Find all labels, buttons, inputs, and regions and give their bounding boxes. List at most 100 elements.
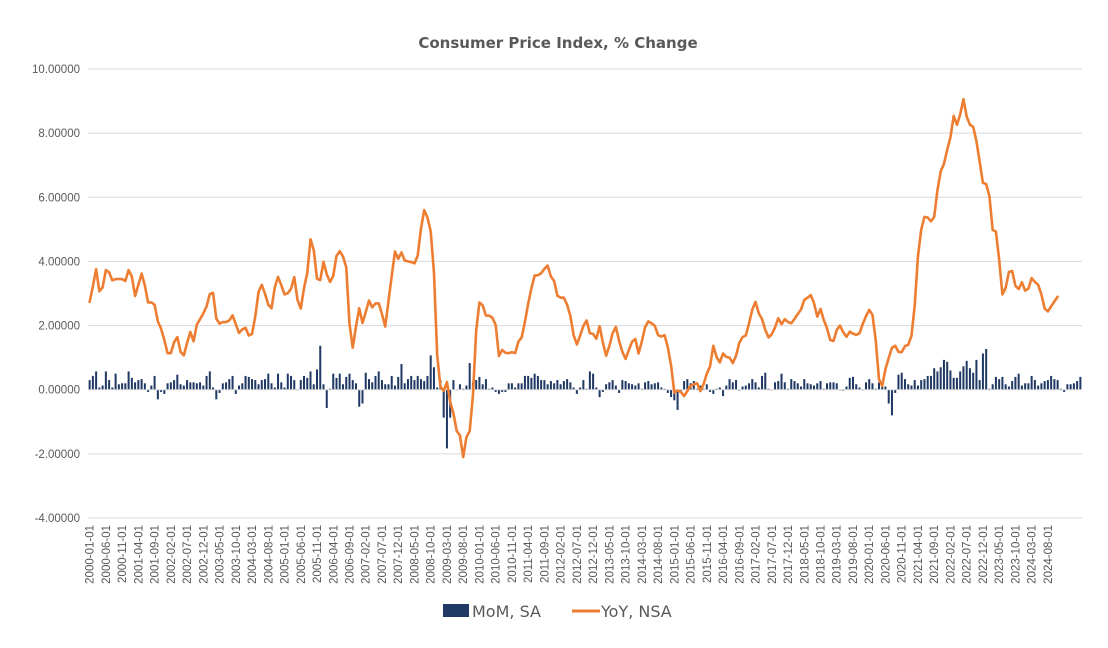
- mom-bar: [166, 383, 169, 390]
- mom-bar: [764, 372, 767, 390]
- mom-bar: [829, 382, 832, 390]
- mom-bar: [468, 363, 471, 390]
- mom-bar: [410, 375, 413, 390]
- mom-bar: [273, 387, 276, 390]
- mom-bar: [566, 379, 569, 390]
- x-tick-label: 2021-09-01: [929, 525, 941, 584]
- yoy-line-series: [88, 97, 1059, 459]
- mom-bar: [1053, 379, 1056, 390]
- mom-bar: [634, 385, 637, 390]
- mom-bar: [332, 373, 335, 390]
- mom-bar: [228, 379, 231, 390]
- mom-bar: [169, 382, 172, 390]
- mom-bar: [98, 387, 101, 390]
- mom-bar: [215, 389, 218, 400]
- mom-bar: [709, 389, 712, 392]
- mom-bar: [546, 384, 549, 390]
- mom-bar: [436, 387, 439, 390]
- mom-bar: [507, 383, 510, 390]
- mom-bar: [121, 383, 124, 390]
- mom-bar: [293, 380, 296, 390]
- x-tick-label: 2012-02-01: [556, 525, 568, 584]
- mom-bar: [894, 389, 897, 393]
- x-tick-label: 2002-07-01: [182, 525, 194, 584]
- mom-bar-series: [88, 345, 1082, 449]
- mom-bar: [1014, 376, 1017, 390]
- x-tick-label: 2001-04-01: [133, 525, 145, 584]
- mom-bar: [517, 383, 520, 390]
- mom-bar: [582, 380, 585, 390]
- mom-bar: [251, 379, 254, 390]
- mom-bar: [903, 379, 906, 390]
- x-tick-label: 2005-06-01: [296, 525, 308, 584]
- x-tick-label: 2019-03-01: [832, 525, 844, 584]
- x-tick-label: 2015-06-01: [686, 525, 698, 584]
- mom-bar: [549, 381, 552, 390]
- mom-bar: [309, 371, 312, 390]
- mom-bar: [127, 371, 130, 390]
- x-tick-label: 2022-12-01: [978, 525, 990, 584]
- mom-bar: [712, 389, 715, 394]
- x-tick-label: 2007-02-01: [361, 525, 373, 584]
- x-tick-label: 2001-09-01: [150, 525, 162, 584]
- mom-bar: [452, 380, 455, 390]
- mom-bar: [306, 377, 309, 390]
- mom-bar: [647, 381, 650, 390]
- mom-bar: [361, 389, 364, 404]
- mom-bar: [176, 374, 179, 390]
- x-tick-label: 2005-11-01: [312, 525, 324, 583]
- mom-bar: [670, 389, 673, 398]
- mom-bar: [325, 389, 328, 408]
- mom-bar: [595, 387, 598, 390]
- mom-bar: [1079, 376, 1082, 390]
- mom-bar: [835, 383, 838, 390]
- y-tick-label: 8.00000: [38, 128, 80, 140]
- mom-bar: [1037, 385, 1040, 390]
- mom-bar: [264, 379, 267, 390]
- x-tick-label: 2011-09-01: [539, 525, 551, 583]
- mom-bar: [913, 380, 916, 390]
- mom-bar: [286, 373, 289, 390]
- mom-bar: [1072, 383, 1075, 390]
- x-tick-label: 2006-04-01: [328, 525, 340, 584]
- mom-bar: [189, 382, 192, 390]
- mom-bar: [627, 383, 630, 390]
- mom-bar: [819, 381, 822, 390]
- mom-bar: [475, 380, 478, 390]
- y-axis-ticks: -4.00000 -2.00000 0.00000 2.00000 4.00000 6.0…: [32, 64, 80, 525]
- mom-bar: [575, 389, 578, 394]
- mom-bar: [676, 389, 679, 410]
- mom-bar: [858, 387, 861, 390]
- mom-bar: [338, 373, 341, 390]
- mom-bar: [527, 375, 530, 390]
- mom-bar: [588, 371, 591, 390]
- mom-bar: [722, 389, 725, 397]
- mom-bar: [179, 384, 182, 390]
- y-tick-label: 2.00000: [38, 321, 80, 333]
- legend-swatch-mom: [443, 604, 469, 617]
- y-tick-label: 4.00000: [38, 256, 80, 268]
- x-tick-label: 2007-12-01: [393, 525, 405, 584]
- mom-bar: [955, 377, 958, 390]
- mom-bar: [160, 389, 163, 392]
- mom-bar: [364, 372, 367, 390]
- mom-bar: [920, 380, 923, 390]
- y-tick-label: -4.00000: [35, 513, 80, 525]
- mom-bar: [803, 379, 806, 390]
- mom-bar: [809, 384, 812, 390]
- mom-bar: [173, 380, 176, 390]
- x-tick-label: 2021-04-01: [913, 525, 925, 584]
- mom-bar: [631, 384, 634, 390]
- mom-bar: [806, 383, 809, 390]
- x-tick-label: 2016-09-01: [734, 525, 746, 584]
- mom-bar: [826, 383, 829, 390]
- mom-bar: [783, 382, 786, 390]
- mom-bar: [1001, 376, 1004, 390]
- mom-bar: [864, 382, 867, 390]
- mom-bar: [299, 380, 302, 390]
- mom-bar: [257, 384, 260, 390]
- mom-bar: [130, 377, 133, 390]
- x-axis-ticks: 2000-01-01 2000-06-01 2000-11-01 2001-04-01…: [85, 525, 1055, 584]
- mom-bar: [182, 385, 185, 390]
- mom-bar: [260, 380, 263, 390]
